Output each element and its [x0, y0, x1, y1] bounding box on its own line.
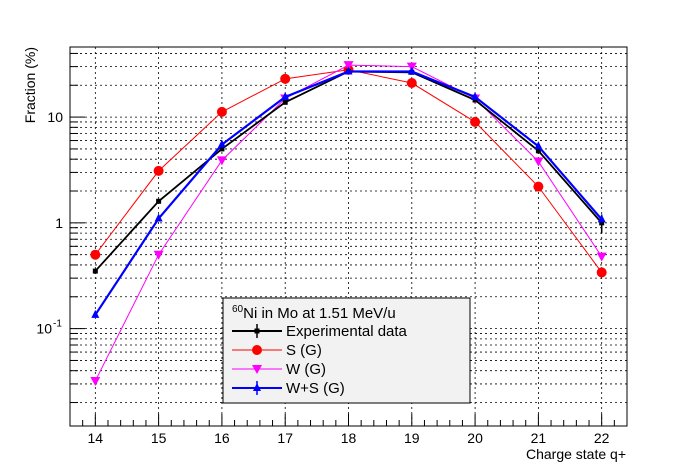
- data-point: [596, 267, 607, 278]
- x-tick-label: 18: [341, 430, 357, 446]
- data-point: [153, 250, 164, 260]
- y-tick-label-exponent: -1: [53, 319, 62, 330]
- data-point: [472, 97, 478, 103]
- y-tick-label: 10: [47, 109, 63, 125]
- data-point: [91, 309, 100, 318]
- data-point: [344, 66, 353, 75]
- data-point: [470, 116, 481, 127]
- y-tick-label: 1: [55, 215, 63, 231]
- data-point: [471, 91, 480, 100]
- data-point: [154, 213, 163, 222]
- x-tick-label: 22: [594, 430, 610, 446]
- data-point: [535, 148, 541, 154]
- legend-entries: Experimental data S (G) W (G) W+S (G): [232, 323, 408, 397]
- data-point: [534, 141, 543, 150]
- data-point: [252, 365, 262, 374]
- series-w-s-g: [91, 66, 606, 318]
- data-point: [90, 376, 101, 386]
- x-tick-label: 14: [88, 430, 104, 446]
- data-point: [254, 328, 260, 334]
- data-point: [596, 252, 607, 262]
- series-s-g: [90, 64, 607, 278]
- legend-entry: Experimental data: [232, 323, 408, 340]
- legend-label: S (G): [286, 342, 322, 359]
- legend-title-superscript: 60: [232, 304, 244, 315]
- legend-entry: S (G): [232, 342, 322, 359]
- data-series: [90, 61, 607, 386]
- legend-label: W+S (G): [286, 380, 345, 397]
- y-tick-label: 10: [36, 321, 52, 337]
- y-axis-label: Fraction (%): [22, 47, 38, 123]
- data-point: [280, 73, 291, 84]
- data-point: [219, 146, 225, 152]
- data-point: [599, 220, 605, 226]
- legend-entry: W+S (G): [232, 380, 345, 397]
- x-tick-label: 15: [151, 430, 167, 446]
- x-tick-label: 16: [214, 430, 230, 446]
- data-point: [92, 268, 98, 274]
- data-point: [253, 383, 261, 391]
- data-point: [153, 165, 164, 176]
- data-point: [282, 99, 288, 105]
- legend-entry: W (G): [232, 361, 326, 378]
- x-axis-label: Charge state q+: [526, 446, 626, 462]
- legend-label: Experimental data: [286, 323, 408, 340]
- data-point: [252, 345, 262, 355]
- x-tick-labels: 14 15 16 17 18 19 20 21 22: [88, 430, 610, 446]
- data-point: [90, 249, 101, 260]
- x-tick-label: 17: [277, 430, 293, 446]
- data-point: [281, 91, 290, 100]
- data-point: [216, 156, 227, 166]
- data-point: [156, 198, 162, 204]
- data-point: [217, 139, 226, 148]
- data-point: [406, 78, 417, 89]
- legend-title: 60Ni in Mo at 1.51 MeV/u: [232, 304, 396, 322]
- data-point: [407, 66, 416, 75]
- x-tick-label: 21: [531, 430, 547, 446]
- axis-ticks: [69, 52, 628, 426]
- legend-label: W (G): [286, 361, 326, 378]
- legend-title-text: Ni in Mo at 1.51 MeV/u: [243, 305, 396, 322]
- legend: 60Ni in Mo at 1.51 MeV/u Experimental da…: [222, 297, 471, 404]
- data-point: [343, 61, 354, 71]
- series-line: [94, 70, 603, 272]
- data-point: [533, 157, 544, 167]
- data-point: [597, 214, 606, 223]
- x-tick-label: 19: [404, 430, 420, 446]
- data-point: [533, 181, 544, 192]
- x-tick-label: 20: [467, 430, 483, 446]
- data-point: [216, 106, 227, 117]
